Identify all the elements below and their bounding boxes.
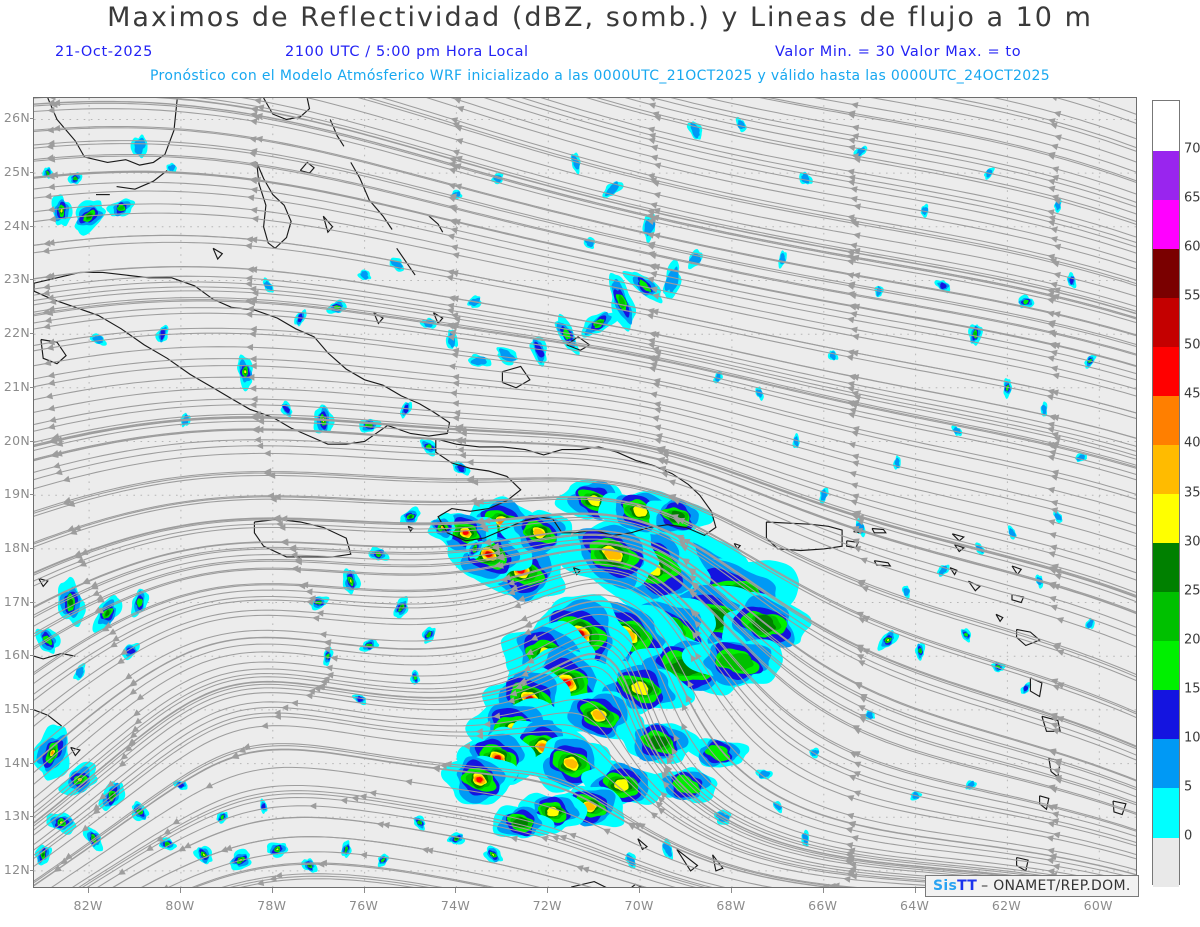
x-axis-tick-label: 82W bbox=[73, 898, 103, 913]
y-axis-tick-mark bbox=[30, 655, 34, 657]
value-minmax: Valor Min. = 30 Valor Max. = to bbox=[775, 44, 1022, 60]
colorbar-band bbox=[1153, 493, 1179, 544]
x-axis-tick-mark bbox=[88, 888, 90, 893]
x-axis-tick-label: 68W bbox=[716, 898, 746, 913]
colorbar-tick-label: 50 bbox=[1184, 337, 1200, 353]
colorbar-band bbox=[1153, 199, 1179, 249]
x-axis-tick-mark bbox=[455, 888, 457, 893]
colorbar-tick-label: 5 bbox=[1184, 779, 1193, 795]
x-axis-tick-mark bbox=[822, 888, 824, 893]
colorbar-band bbox=[1153, 150, 1179, 200]
colorbar-band bbox=[1153, 640, 1179, 691]
x-axis-tick-mark bbox=[730, 888, 732, 893]
colorbar bbox=[1152, 100, 1180, 887]
x-axis-tick-label: 76W bbox=[349, 898, 379, 913]
org-label: – ONAMET/REP.DOM. bbox=[981, 878, 1131, 894]
y-axis-tick-mark bbox=[30, 547, 34, 549]
colorbar-tick-label: 30 bbox=[1184, 534, 1200, 550]
y-axis-tick-mark bbox=[30, 762, 34, 764]
x-axis-tick-label: 80W bbox=[165, 898, 195, 913]
colorbar-tick-label: 15 bbox=[1184, 681, 1200, 697]
y-axis-tick-mark bbox=[30, 172, 34, 174]
colorbar-tick-label: 65 bbox=[1184, 190, 1200, 206]
y-axis-tick-mark bbox=[30, 279, 34, 281]
colorbar-band bbox=[1153, 787, 1179, 838]
y-axis-tick-mark bbox=[30, 869, 34, 871]
colorbar-tick-label: 45 bbox=[1184, 386, 1200, 402]
x-axis-tick-mark bbox=[271, 888, 273, 893]
y-axis-tick-label: 21N bbox=[3, 378, 30, 394]
y-axis-tick-label: 25N bbox=[3, 164, 30, 180]
x-axis-tick-label: 60W bbox=[1083, 898, 1113, 913]
colorbar-tick-label: 70 bbox=[1184, 141, 1200, 157]
colorbar-tick-label: 25 bbox=[1184, 583, 1200, 599]
colorbar-band bbox=[1153, 395, 1179, 446]
map-plot-area bbox=[33, 97, 1137, 888]
y-axis-tick-mark bbox=[30, 601, 34, 603]
forecast-date: 21-Oct-2025 bbox=[55, 44, 153, 60]
x-axis-tick-label: 70W bbox=[624, 898, 654, 913]
colorbar-tick-label: 10 bbox=[1184, 730, 1200, 746]
colorbar-tick-label: 40 bbox=[1184, 435, 1200, 451]
colorbar-band bbox=[1153, 297, 1179, 347]
model-info-line: Pronóstico con el Modelo Atmósferico WRF… bbox=[149, 68, 1051, 84]
y-axis-tick-mark bbox=[30, 708, 34, 710]
y-axis-tick-mark bbox=[30, 440, 34, 442]
forecast-time: 2100 UTC / 5:00 pm Hora Local bbox=[285, 44, 529, 60]
x-axis-tick-label: 64W bbox=[900, 898, 930, 913]
colorbar-tick-label: 35 bbox=[1184, 485, 1200, 500]
page-title: Maximos de Reflectividad (dBZ, somb.) y … bbox=[107, 2, 1093, 33]
y-axis-tick-label: 23N bbox=[3, 271, 30, 287]
colorbar-band bbox=[1153, 738, 1179, 789]
colorbar-band bbox=[1153, 101, 1179, 151]
y-axis-tick-label: 14N bbox=[3, 754, 30, 770]
brand-sis: Sis bbox=[933, 878, 958, 894]
x-axis-tick-label: 66W bbox=[808, 898, 838, 913]
y-axis-tick-label: 17N bbox=[3, 593, 30, 609]
y-axis-tick-mark bbox=[30, 494, 34, 496]
x-axis-tick-mark bbox=[639, 888, 641, 893]
colorbar-band bbox=[1153, 542, 1179, 593]
y-axis-tick-label: 13N bbox=[3, 808, 30, 824]
colorbar-band bbox=[1153, 689, 1179, 740]
x-axis-tick-mark bbox=[179, 888, 181, 893]
y-axis-tick-mark bbox=[30, 816, 34, 818]
map-canvas bbox=[34, 98, 1136, 887]
y-axis-tick-label: 22N bbox=[3, 325, 30, 341]
y-axis-tick-label: 16N bbox=[3, 647, 30, 663]
y-axis-tick-label: 26N bbox=[3, 110, 30, 126]
y-axis-tick-label: 19N bbox=[3, 486, 30, 502]
y-axis-tick-mark bbox=[30, 118, 34, 120]
y-axis-tick-label: 24N bbox=[3, 217, 30, 233]
x-axis-tick-mark bbox=[363, 888, 365, 893]
colorbar-tick-label: 20 bbox=[1184, 632, 1200, 648]
colorbar-tick-label: 0 bbox=[1184, 828, 1193, 844]
x-axis-tick-label: 78W bbox=[257, 898, 287, 913]
attribution-badge: Sis TT – ONAMET/REP.DOM. bbox=[925, 875, 1139, 897]
colorbar-band bbox=[1153, 248, 1179, 298]
y-axis-tick-label: 15N bbox=[3, 700, 30, 716]
y-axis-tick-label: 20N bbox=[3, 432, 30, 448]
x-axis-tick-mark bbox=[547, 888, 549, 893]
colorbar-band bbox=[1153, 836, 1179, 887]
colorbar-tick-label: 55 bbox=[1184, 288, 1200, 304]
x-axis-tick-label: 62W bbox=[991, 898, 1022, 913]
colorbar-band bbox=[1153, 346, 1179, 396]
x-axis-tick-mark bbox=[914, 888, 916, 893]
colorbar-band bbox=[1153, 591, 1179, 642]
brand-tt: TT bbox=[957, 878, 978, 894]
y-axis-tick-mark bbox=[30, 225, 34, 227]
colorbar-tick-label: 60 bbox=[1184, 239, 1200, 255]
y-axis-tick-label: 12N bbox=[3, 861, 30, 877]
x-axis-tick-label: 74W bbox=[440, 898, 471, 913]
y-axis-tick-mark bbox=[30, 386, 34, 388]
y-axis-tick-label: 18N bbox=[3, 539, 30, 555]
y-axis-tick-mark bbox=[30, 333, 34, 335]
x-axis-tick-label: 72W bbox=[532, 898, 562, 913]
colorbar-band bbox=[1153, 444, 1179, 495]
